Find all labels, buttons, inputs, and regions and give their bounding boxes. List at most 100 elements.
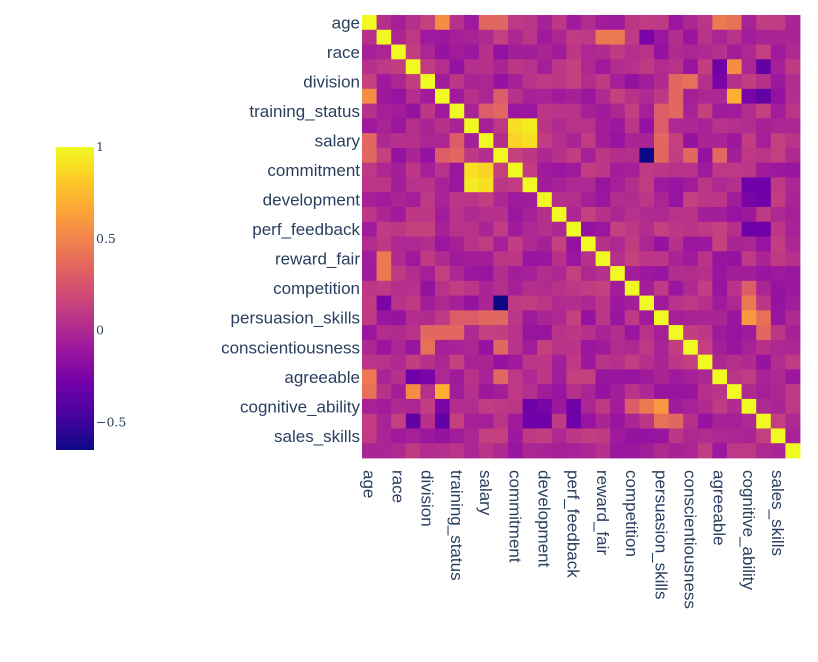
heatmap-cell — [464, 29, 480, 45]
heatmap-cell — [668, 162, 684, 178]
colorbar-tick-label: 1 — [96, 139, 104, 154]
heatmap-cell — [770, 177, 786, 193]
heatmap-cell — [610, 354, 626, 370]
heatmap-cell — [449, 369, 465, 385]
heatmap-cell — [376, 339, 392, 356]
y-tick-label: race — [327, 43, 360, 62]
heatmap-cell — [449, 413, 465, 429]
heatmap-cell — [435, 266, 450, 282]
heatmap-cell — [449, 74, 465, 90]
heatmap-cell — [391, 177, 407, 193]
heatmap-cell — [727, 162, 742, 178]
heatmap-cell — [362, 192, 377, 208]
heatmap-cell — [537, 428, 553, 444]
heatmap-cell — [610, 369, 626, 385]
heatmap-cell — [785, 44, 801, 60]
heatmap-cell — [654, 103, 669, 119]
heatmap-cell — [654, 443, 669, 459]
heatmap-cell — [493, 398, 509, 415]
heatmap-cell — [522, 221, 538, 237]
heatmap-cell — [405, 206, 421, 223]
heatmap-cell — [391, 162, 407, 178]
heatmap-cell — [464, 147, 480, 164]
heatmap-cell — [610, 221, 626, 237]
heatmap-cell — [449, 103, 465, 119]
heatmap-cell — [449, 192, 465, 208]
heatmap-cell — [741, 325, 757, 341]
heatmap-cell — [391, 310, 407, 326]
heatmap-cell — [551, 280, 567, 296]
heatmap-cell — [595, 280, 611, 296]
heatmap-cell — [712, 325, 728, 341]
heatmap-cell — [376, 280, 392, 296]
heatmap-cell — [508, 280, 523, 296]
heatmap-cell — [610, 251, 626, 267]
heatmap-cell — [376, 413, 392, 429]
heatmap-cell — [478, 221, 494, 237]
heatmap-cell — [478, 59, 494, 75]
heatmap-cell — [362, 162, 377, 178]
heatmap-cell — [551, 15, 567, 31]
heatmap-cell — [624, 413, 640, 429]
heatmap-cell — [493, 443, 509, 459]
heatmap-cell — [668, 325, 684, 341]
heatmap-cell — [624, 29, 640, 45]
heatmap-cell — [610, 192, 626, 208]
heatmap-cell — [683, 354, 699, 370]
heatmap-cell — [727, 369, 742, 385]
heatmap-cell — [770, 354, 786, 370]
heatmap-cell — [712, 310, 728, 326]
heatmap-cell — [551, 236, 567, 252]
heatmap-cell — [493, 266, 509, 282]
heatmap-cell — [449, 147, 465, 164]
heatmap-cell — [668, 236, 684, 252]
heatmap-cell — [668, 280, 684, 296]
heatmap-cell — [610, 162, 626, 178]
heatmap-cell — [478, 398, 494, 415]
heatmap-cell — [537, 443, 553, 459]
heatmap-cell — [581, 384, 596, 400]
heatmap-cell — [683, 162, 699, 178]
heatmap-cell — [362, 398, 377, 415]
heatmap-cell — [683, 339, 699, 356]
heatmap-cell — [464, 384, 480, 400]
heatmap-cell — [610, 206, 626, 223]
heatmap-cell — [756, 192, 772, 208]
heatmap-cell — [566, 280, 582, 296]
heatmap-cell — [741, 354, 757, 370]
heatmap-cell — [391, 103, 407, 119]
heatmap-cell — [362, 295, 377, 311]
heatmap-cell — [435, 74, 450, 90]
heatmap-cell — [756, 310, 772, 326]
heatmap-cell — [770, 428, 786, 444]
heatmap-cell — [683, 443, 699, 459]
heatmap-cell — [449, 206, 465, 223]
heatmap-cell — [435, 339, 450, 356]
heatmap-cell — [683, 147, 699, 164]
heatmap-cell — [697, 192, 713, 208]
heatmap-cell — [697, 369, 713, 385]
heatmap-cell — [610, 310, 626, 326]
heatmap-cell — [478, 192, 494, 208]
heatmap-cell — [683, 236, 699, 252]
heatmap-cell — [581, 369, 596, 385]
heatmap-cell — [581, 206, 596, 223]
heatmap-cell — [668, 443, 684, 459]
heatmap-cell — [741, 428, 757, 444]
heatmap-cell — [581, 103, 596, 119]
heatmap-cell — [610, 29, 626, 45]
heatmap-cell — [362, 221, 377, 237]
heatmap-cell — [478, 251, 494, 267]
heatmap-cell — [464, 44, 480, 60]
heatmap-cell — [785, 280, 801, 296]
heatmap-cell — [551, 177, 567, 193]
heatmap-cell — [683, 398, 699, 415]
heatmap-cell — [741, 103, 757, 119]
heatmap-cell — [478, 118, 494, 134]
heatmap-cell — [683, 59, 699, 75]
heatmap-cell — [697, 280, 713, 296]
heatmap-cell — [493, 325, 509, 341]
heatmap-cell — [376, 147, 392, 164]
heatmap-cell — [405, 192, 421, 208]
heatmap-cell — [756, 177, 772, 193]
